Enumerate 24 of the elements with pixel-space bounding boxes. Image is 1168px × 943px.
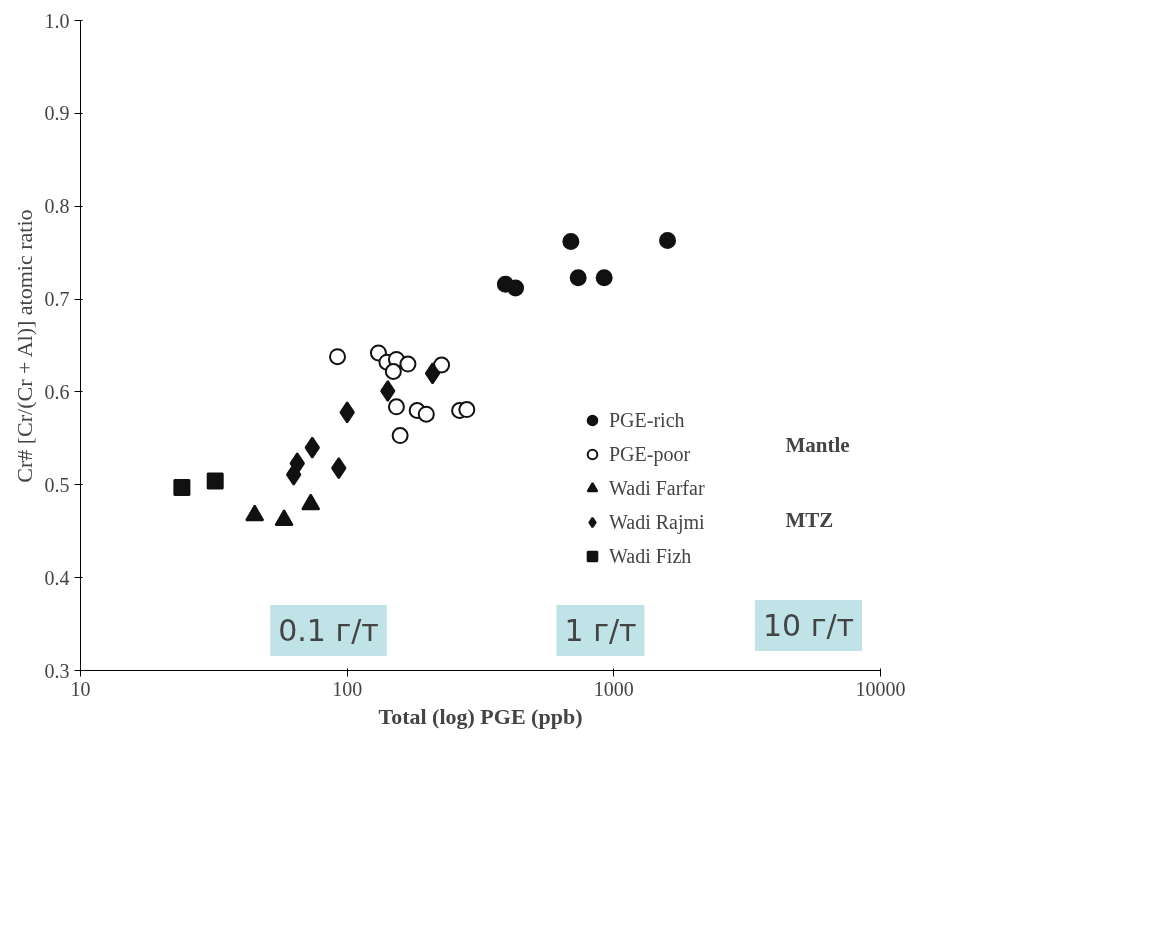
legend-label: Wadi Farfar bbox=[609, 476, 705, 500]
y-tick-label: 0.5 bbox=[44, 473, 70, 496]
y-tick-label: 0.7 bbox=[44, 288, 70, 311]
x-tick-label: 10 bbox=[70, 677, 91, 700]
annotation: 1 г/т bbox=[564, 613, 637, 648]
y-tick-label: 0.9 bbox=[44, 102, 70, 125]
annotation: Mantle bbox=[785, 432, 850, 457]
y-tick-label: 0.8 bbox=[44, 195, 70, 218]
x-axis-title: Total (log) PGE (ppb) bbox=[378, 703, 583, 729]
legend-label: PGE-poor bbox=[609, 442, 691, 466]
annotation: 0.1 г/т bbox=[278, 613, 379, 648]
x-tick-label: 1000 bbox=[593, 677, 634, 700]
legend-label: Wadi Rajmi bbox=[609, 510, 705, 534]
legend-label: PGE-rich bbox=[609, 408, 685, 432]
legend-label: Wadi Fizh bbox=[609, 544, 692, 568]
annotation: 10 г/т bbox=[762, 608, 855, 643]
y-tick-label: 1.0 bbox=[44, 9, 70, 32]
y-tick-label: 0.4 bbox=[44, 566, 70, 589]
y-axis-title: Cr# [Cr/(Cr + Al)] atomic ratio bbox=[11, 209, 37, 483]
y-tick-label: 0.6 bbox=[44, 380, 70, 403]
annotation: MTZ bbox=[785, 507, 834, 532]
x-tick-label: 10000 bbox=[855, 677, 906, 700]
x-tick-label: 100 bbox=[332, 677, 363, 700]
y-tick-label: 0.3 bbox=[44, 659, 70, 682]
